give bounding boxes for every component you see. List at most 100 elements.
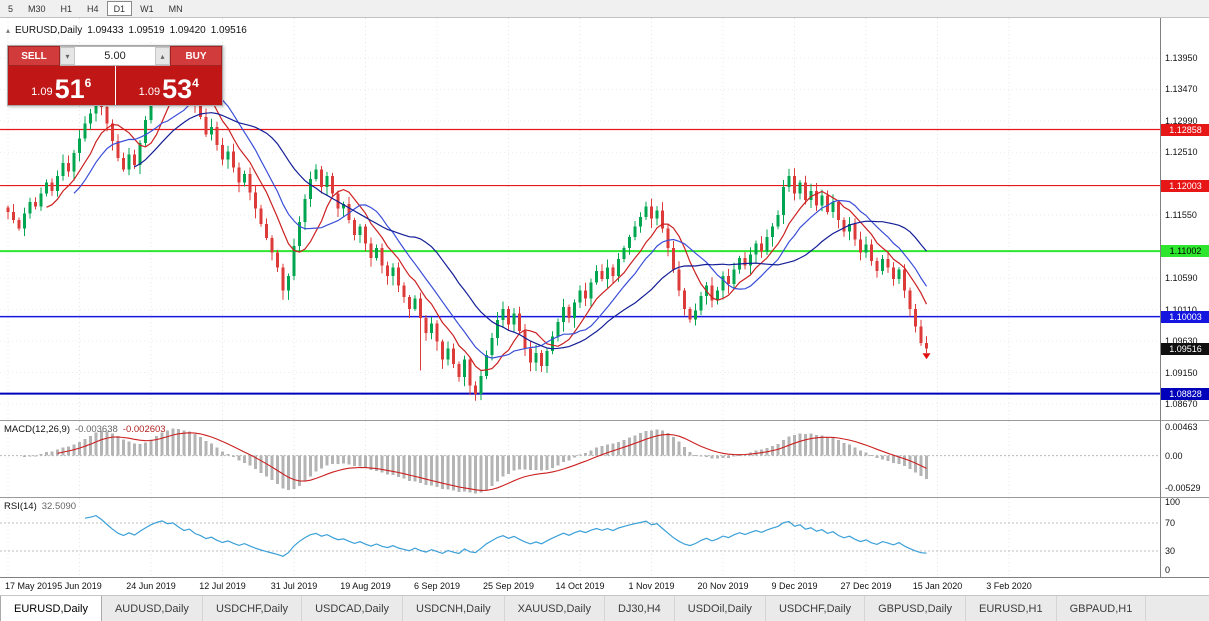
chart-tab-eurusd-daily[interactable]: EURUSD,Daily	[0, 596, 102, 621]
candle-body	[864, 244, 868, 253]
candle-body	[913, 308, 918, 327]
candle-body	[831, 202, 835, 212]
time-axis[interactable]: 17 May 2019 5 Jun 2019 24 Jun 2019 12 Jul 2…	[0, 577, 1209, 595]
ma-mid-line	[73, 92, 928, 359]
rsi-pane[interactable]: RSI(14) 32.5090	[0, 497, 1160, 577]
period-button-W1[interactable]: W1	[133, 1, 161, 16]
candle-body	[567, 306, 571, 319]
candle-body	[248, 173, 252, 193]
candle-body	[699, 295, 703, 311]
macd-chart[interactable]	[0, 421, 1160, 497]
candle-body	[666, 228, 670, 249]
timeframe-toolbar: 5 M30 H1 H4 D1 W1 MN	[0, 0, 1209, 18]
candle-body	[391, 267, 395, 277]
chart-tab-gbpusd-daily[interactable]: GBPUSD,Daily	[865, 596, 967, 621]
period-button-H4[interactable]: H4	[80, 1, 106, 16]
sell-button[interactable]: SELL	[8, 46, 60, 66]
chart-tab-usdchf-daily[interactable]: USDCHF,Daily	[203, 596, 303, 621]
candle-body	[72, 152, 76, 172]
candle-body	[413, 298, 417, 309]
candle-body	[710, 285, 714, 301]
candle-body	[127, 154, 131, 170]
buy-button[interactable]: BUY	[170, 46, 222, 66]
price-tick: 1.13950	[1165, 52, 1198, 63]
chart-tab-dj30-h4[interactable]: DJ30,H4	[605, 596, 675, 621]
candle-body	[429, 323, 434, 334]
buy-price-big: 53	[162, 74, 193, 104]
main-chart-pane[interactable]: ▴ EURUSD,Daily 1.09433 1.09519 1.09420 1…	[0, 18, 1160, 420]
candle-body	[28, 202, 32, 214]
vertical-grid	[7, 498, 1010, 577]
candlestick-chart[interactable]	[0, 18, 1160, 420]
date-tick-label: 9 Dec 2019	[771, 581, 818, 591]
candle-body	[825, 195, 830, 212]
candle-body	[275, 252, 280, 268]
candle-body	[358, 226, 362, 235]
candle-body	[22, 213, 27, 229]
macd-axis-tick: -0.00529	[1165, 482, 1201, 493]
candle-body	[847, 223, 852, 232]
candle-body	[259, 208, 263, 224]
candle-body	[561, 306, 566, 323]
candle-body	[924, 343, 929, 349]
volume-decrease-button[interactable]: ▾	[60, 47, 75, 65]
candle-body	[512, 313, 516, 325]
candle-body	[226, 151, 230, 160]
period-button-M30[interactable]: M30	[21, 1, 53, 16]
one-click-collapse-icon[interactable]: ▴	[6, 26, 11, 35]
chart-tab-xauusd-daily[interactable]: XAUUSD,Daily	[505, 596, 605, 621]
date-tick-label: 15 Jan 2020	[912, 581, 963, 591]
volume-input[interactable]: 5.00	[104, 50, 126, 62]
candle-body	[435, 323, 439, 342]
candle-body	[649, 206, 654, 219]
chart-tab-usdoil-daily[interactable]: USDOil,Daily	[675, 596, 766, 621]
candle-body	[352, 219, 357, 235]
rsi-name: RSI(14)	[4, 501, 37, 512]
volume-increase-button[interactable]: ▴	[155, 47, 170, 65]
rsi-chart[interactable]	[0, 498, 1160, 577]
candle-body	[770, 226, 775, 237]
period-button-5[interactable]: 5	[1, 1, 20, 16]
date-tick-label: 6 Sep 2019	[413, 581, 461, 591]
candle-body	[468, 359, 472, 386]
buy-price-display[interactable]: 1.09 53 4	[115, 66, 222, 105]
period-button-D1[interactable]: D1	[106, 1, 133, 16]
macd-pane[interactable]: MACD(12,26,9) -0.003638 -0.002603	[0, 420, 1160, 497]
candle-body	[303, 198, 307, 222]
candle-body	[363, 226, 368, 244]
period-button-H1[interactable]: H1	[54, 1, 80, 16]
one-click-trading-panel: SELL ▾ 5.00 ▴ BUY 1.09 51 6 1.09	[7, 45, 223, 106]
price-tick: 1.09150	[1165, 367, 1198, 378]
candle-body	[33, 202, 38, 207]
candle-body	[803, 182, 808, 201]
candle-body	[83, 123, 87, 139]
candle-body	[611, 267, 615, 277]
ohlc-low: 1.09420	[169, 25, 206, 36]
macd-main-value: -0.003638	[75, 424, 118, 435]
chart-tab-eurusd-h1[interactable]: EURUSD,H1	[966, 596, 1057, 621]
candle-body	[385, 265, 390, 277]
chart-tab-usdcad-daily[interactable]: USDCAD,Daily	[302, 596, 404, 621]
candle-body	[550, 336, 555, 351]
candle-body	[88, 113, 93, 124]
candle-body	[473, 385, 478, 395]
candle-body	[116, 141, 120, 159]
candle-body	[880, 259, 885, 271]
chart-tab-usdchf-daily[interactable]: USDCHF,Daily	[766, 596, 866, 621]
sell-price-pip: 6	[84, 76, 92, 90]
candle-body	[402, 285, 406, 298]
candle-body	[578, 290, 582, 303]
level-price-label: 1.10003	[1161, 310, 1209, 323]
candle-body	[446, 348, 450, 360]
candle-body	[341, 204, 346, 209]
sell-price-display[interactable]: 1.09 51 6	[8, 66, 115, 105]
price-tick: 1.09630	[1165, 336, 1198, 347]
period-button-MN[interactable]: MN	[162, 1, 190, 16]
price-axis[interactable]: 1.13950 1.13470 1.12990 1.12510 1.11550 1.105…	[1160, 18, 1209, 577]
chart-tab-gbpaud-h1[interactable]: GBPAUD,H1	[1057, 596, 1147, 621]
chart-tab-audusd-daily[interactable]: AUDUSD,Daily	[102, 596, 203, 621]
chart-tab-usdcnh-daily[interactable]: USDCNH,Daily	[403, 596, 505, 621]
axis-separator	[1161, 497, 1209, 498]
level-price-label: 1.12003	[1161, 179, 1209, 192]
price-tick: 1.12990	[1165, 115, 1198, 126]
